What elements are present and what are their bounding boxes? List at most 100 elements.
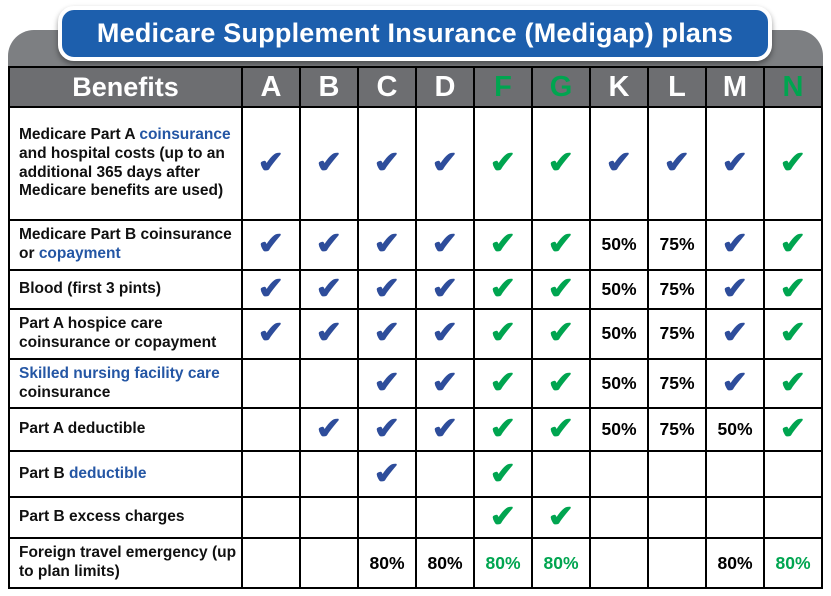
cell-plan-A-row-1: ✔ [241,106,301,221]
cell-plan-N-row-5: ✔ [763,357,823,410]
benefit-label: Part A deductible [8,407,243,453]
plan-header-N: N [763,66,823,108]
cell-plan-L-row-7 [647,450,707,499]
cell-plan-D-row-5: ✔ [415,357,475,410]
check-icon: ✔ [372,146,402,180]
check-icon: ✔ [720,272,750,306]
check-icon: ✔ [430,146,460,180]
cell-plan-K-row-6: 50% [589,407,649,453]
cell-plan-C-row-9: 80% [357,537,417,590]
benefit-label: Part B excess charges [8,496,243,540]
plan-header-M: M [705,66,765,108]
check-icon: ✔ [430,316,460,351]
benefit-text: Medicare Part B coinsurance or [19,226,232,262]
check-icon: ✔ [720,316,750,351]
table-row-2: Medicare Part B coinsurance or copayment… [8,219,823,271]
cell-plan-D-row-8 [415,496,475,540]
cell-plan-L-row-6: 75% [647,407,707,453]
cell-plan-A-row-3: ✔ [241,268,301,310]
benefit-text: Part A deductible [19,420,146,438]
cell-plan-C-row-1: ✔ [357,106,417,221]
check-icon: ✔ [778,316,808,351]
cell-plan-L-row-3: 75% [647,268,707,310]
cell-plan-A-row-6 [241,407,301,453]
percent-value: 80% [427,552,463,573]
cell-plan-L-row-9 [647,537,707,590]
check-icon: ✔ [430,366,460,400]
cell-plan-A-row-9 [241,537,301,590]
check-icon: ✔ [488,227,518,262]
cell-plan-G-row-9: 80% [531,537,591,590]
check-icon: ✔ [546,366,576,400]
cell-plan-M-row-5: ✔ [705,357,765,410]
percent-value: 80% [543,552,579,573]
percent-value: 80% [485,552,521,573]
benefit-label: Skilled nursing facility care coinsuranc… [8,357,243,410]
cell-plan-A-row-4: ✔ [241,307,301,360]
check-icon: ✔ [372,412,402,447]
check-icon: ✔ [778,227,808,262]
percent-value: 50% [601,278,637,299]
cell-plan-M-row-9: 80% [705,537,765,590]
benefit-link-text: coinsurance [139,125,231,143]
cell-plan-B-row-6: ✔ [299,407,359,453]
check-icon: ✔ [778,412,808,447]
check-icon: ✔ [546,272,576,306]
percent-value: 75% [659,373,695,394]
check-icon: ✔ [720,366,750,400]
cell-plan-N-row-1: ✔ [763,106,823,221]
cell-plan-L-row-2: 75% [647,219,707,271]
cell-plan-D-row-9: 80% [415,537,475,590]
plan-header-C: C [357,66,417,108]
table-row-4: Part A hospice care coinsurance or copay… [8,307,823,360]
plan-header-L: L [647,66,707,108]
cell-plan-M-row-4: ✔ [705,307,765,360]
cell-plan-D-row-1: ✔ [415,106,475,221]
plan-header-D: D [415,66,475,108]
check-icon: ✔ [778,366,808,400]
check-icon: ✔ [372,316,402,351]
check-icon: ✔ [488,366,518,400]
cell-plan-M-row-8 [705,496,765,540]
cell-plan-C-row-2: ✔ [357,219,417,271]
plan-header-K: K [589,66,649,108]
table-row-5: Skilled nursing facility care coinsuranc… [8,357,823,410]
check-icon: ✔ [256,272,286,306]
cell-plan-K-row-1: ✔ [589,106,649,221]
header-row: Benefits A B C D F G K L M N [8,66,823,108]
cell-plan-L-row-4: 75% [647,307,707,360]
check-icon: ✔ [720,227,750,262]
cell-plan-C-row-7: ✔ [357,450,417,499]
check-icon: ✔ [546,146,576,180]
check-icon: ✔ [314,146,344,180]
cell-plan-N-row-2: ✔ [763,219,823,271]
plan-header-B: B [299,66,359,108]
percent-value: 50% [717,419,753,440]
percent-value: 75% [659,323,695,344]
percent-value: 50% [601,373,637,394]
cell-plan-M-row-2: ✔ [705,219,765,271]
table-row-7: Part B deductible ✔ ✔ [8,450,823,499]
cell-plan-M-row-7 [705,450,765,499]
cell-plan-C-row-5: ✔ [357,357,417,410]
check-icon: ✔ [372,272,402,306]
cell-plan-N-row-9: 80% [763,537,823,590]
benefit-text: Foreign travel emergency (up to plan lim… [19,544,237,581]
check-icon: ✔ [546,227,576,262]
benefit-label: Medicare Part B coinsurance or copayment [8,219,243,271]
cell-plan-F-row-8: ✔ [473,496,533,540]
check-icon: ✔ [488,146,518,180]
check-icon: ✔ [430,227,460,262]
cell-plan-B-row-8 [299,496,359,540]
cell-plan-G-row-3: ✔ [531,268,591,310]
cell-plan-L-row-1: ✔ [647,106,707,221]
cell-plan-C-row-3: ✔ [357,268,417,310]
cell-plan-F-row-1: ✔ [473,106,533,221]
plans-table: Benefits A B C D F G K L M N Medicare Part A coinsu… [8,66,823,590]
cell-plan-K-row-4: 50% [589,307,649,360]
cell-plan-K-row-5: 50% [589,357,649,410]
cell-plan-D-row-6: ✔ [415,407,475,453]
benefit-label: Blood (first 3 pints) [8,268,243,310]
table-row-1: Medicare Part A coinsurance and hospital… [8,106,823,221]
